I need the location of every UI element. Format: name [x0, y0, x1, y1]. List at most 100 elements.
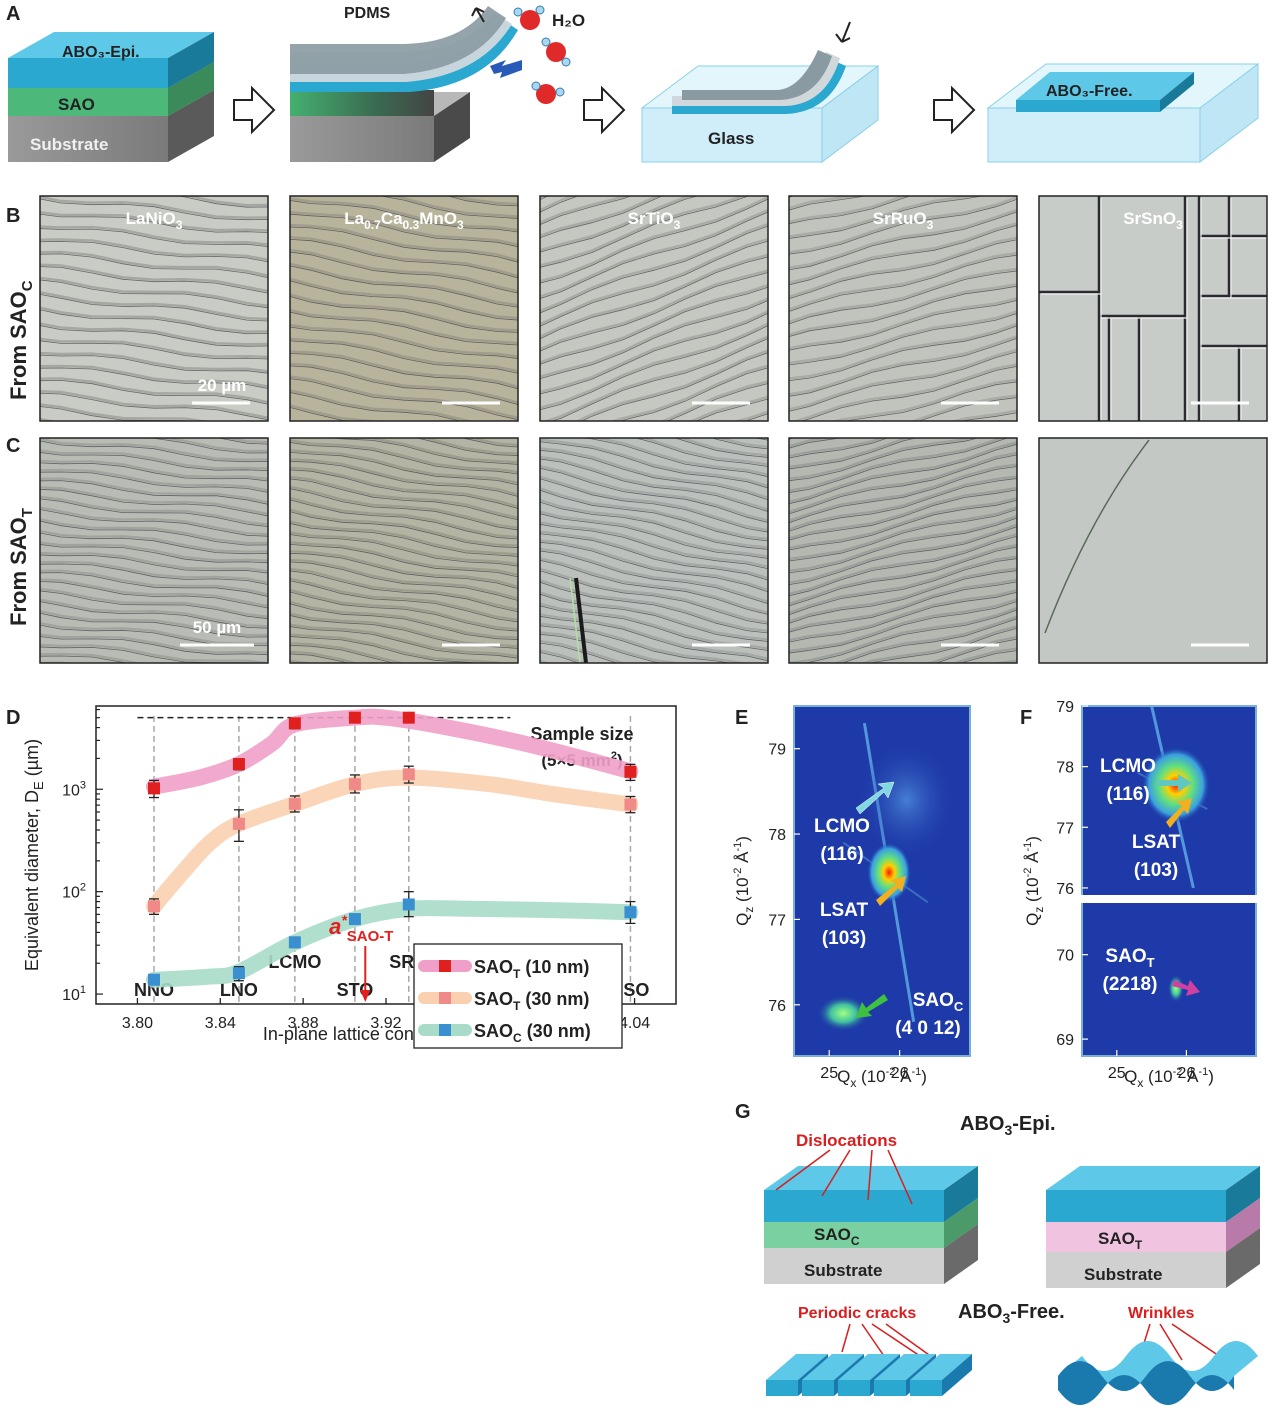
label-lcmo-f: LCMO	[1100, 756, 1156, 777]
panel-g: G ABO3-Epi. Dislocations SAOC Substrate	[735, 1101, 1260, 1405]
water-arrow	[490, 60, 522, 78]
label-lcmo: LCMO	[814, 816, 870, 837]
panel-label-a: A	[6, 3, 20, 25]
label-abo3-free: ABO₃-Free.	[1046, 83, 1133, 100]
panel-label-g: G	[735, 1101, 751, 1123]
row-label-b: From SAOC	[6, 280, 36, 400]
x-tick-label: 4.04	[619, 1015, 650, 1032]
x-tick-label: 3.84	[205, 1015, 236, 1032]
process-arrow-3	[933, 85, 976, 135]
y-tick-label: 69	[1056, 1032, 1074, 1049]
y-tick-label: 77	[768, 912, 786, 929]
micrograph-c-2	[289, 437, 519, 664]
crack-block	[874, 1354, 936, 1380]
y-tick-label: 103	[62, 779, 86, 799]
y-tick-label: 76	[768, 998, 786, 1015]
y-tick-label: 102	[62, 882, 86, 902]
panel-a: A ABO₃-Epi. SAO Substrate	[6, 3, 1260, 164]
arrow-lcmo	[855, 781, 895, 815]
stack-peeling: PDMS H₂O	[290, 5, 585, 162]
arrow-sao-t	[1172, 980, 1200, 996]
data-point-s3-2	[232, 967, 245, 980]
y-tick-label: 79	[768, 742, 786, 759]
label-sao: SAO	[58, 95, 95, 114]
arrow-lsat	[876, 876, 906, 906]
label-glass: Glass	[708, 129, 754, 148]
legend-item-3: SAOC (30 nm)	[474, 1021, 591, 1045]
freestanding-on-glass: ABO₃-Free.	[986, 62, 1260, 164]
y-tick-label: 101	[62, 984, 86, 1004]
wrinkled-film	[1058, 1323, 1258, 1405]
water-molecules	[513, 5, 571, 104]
dislocation-lines	[775, 1149, 913, 1205]
process-arrow-2	[583, 85, 626, 135]
micrograph-c-3	[539, 437, 769, 664]
legend-item-2: SAOT (30 nm)	[474, 989, 589, 1013]
material-label-2: La0.7Ca0.3MnO3	[344, 209, 464, 232]
stack-sao-t: SAOT Substrate	[1046, 1166, 1260, 1288]
label-lcmo-index-f: (116)	[1106, 784, 1149, 805]
label-abo3-epi: ABO₃-Epi.	[62, 44, 140, 61]
data-point-s1-4	[348, 711, 361, 724]
micrograph-grid: LaNiO3 20 µm La0.7Ca0.3MnO3 SrTiO3 SrRuO3 SrS…	[39, 195, 1268, 664]
sample-size-label: Sample size	[530, 724, 633, 744]
material-label-3: SrTiO3	[628, 209, 681, 232]
label-lsat-index: (103)	[822, 928, 866, 949]
label-sao-t: SAOT	[1098, 1229, 1143, 1252]
material-label-4: SrRuO3	[873, 209, 934, 232]
arrow-lcmo-f	[1158, 774, 1192, 792]
material-label-5: SrSnO3	[1123, 209, 1183, 232]
panel-label-e: E	[735, 707, 748, 729]
y-tick-label: 79	[1056, 699, 1074, 716]
panel-label-f: F	[1020, 707, 1032, 729]
peak-sao-c	[817, 995, 870, 1032]
scale-bar-label: 50 µm	[193, 618, 242, 637]
label-sao-c-index: (4 0 12)	[895, 1018, 960, 1039]
micrograph-b-2: La0.7Ca0.3MnO3	[289, 195, 519, 422]
panel-label-b: B	[6, 205, 20, 227]
y-tick-label: 77	[1056, 820, 1074, 837]
data-point-s3-3	[288, 936, 301, 949]
stack-sao-c: SAOC Substrate	[764, 1149, 978, 1284]
label-lcmo-index: (116)	[820, 844, 863, 865]
peel-arrow	[471, 7, 485, 23]
x-axis-label-e: Qx (10-2 Å-1)	[837, 1066, 927, 1090]
y-tick-label: 70	[1056, 948, 1074, 965]
x-axis-label-f: Qx (10-2 Å-1)	[1124, 1066, 1214, 1090]
lattice-marker-label-1: a*SAO-T	[329, 912, 393, 945]
label-pdms: PDMS	[344, 5, 391, 22]
label-lsat-f: LSAT	[1132, 832, 1181, 853]
label-substrate-right: Substrate	[1084, 1265, 1162, 1284]
data-point-s1-3	[288, 717, 301, 730]
label-g-epi: ABO3-Epi.	[960, 1113, 1056, 1138]
arrow-lsat-f	[1166, 798, 1192, 828]
x-tick-label: 26	[1178, 1065, 1196, 1082]
micrograph-b-5: SrSnO3	[1038, 195, 1268, 422]
micrograph-c-1: 50 µm	[39, 437, 269, 664]
label-lsat-index-f: (103)	[1134, 860, 1178, 881]
legend-item-1: SAOT (10 nm)	[474, 957, 589, 981]
data-point-s2-2	[232, 817, 245, 830]
data-point-s1-6	[624, 765, 637, 778]
y-axis-label: Equivalent diameter, DE (µm)	[22, 739, 46, 971]
label-g-free: ABO3-Free.	[958, 1301, 1065, 1326]
data-point-s2-5	[402, 768, 415, 781]
label-sao-c-peak: SAOC	[913, 990, 964, 1014]
label-wrinkles: Wrinkles	[1128, 1305, 1195, 1322]
data-point-s2-4	[348, 778, 361, 791]
crack-block	[802, 1354, 864, 1380]
y-tick-label: 78	[1056, 760, 1074, 777]
data-point-s2-6	[624, 798, 637, 811]
scale-bar-label: 20 µm	[198, 376, 247, 395]
material-name-lno: LNO	[220, 980, 258, 1000]
glass-transfer: Glass	[640, 21, 880, 163]
row-label-c: From SAOT	[6, 508, 36, 626]
data-point-s3-5	[402, 898, 415, 911]
y-axis-label-f: Qz (10-2 Å-1)	[1022, 836, 1046, 926]
label-dislocations: Dislocations	[796, 1131, 897, 1150]
series-band-1	[146, 708, 639, 795]
label-periodic-cracks: Periodic cracks	[798, 1305, 916, 1322]
peak-sao-t	[1167, 974, 1184, 1003]
